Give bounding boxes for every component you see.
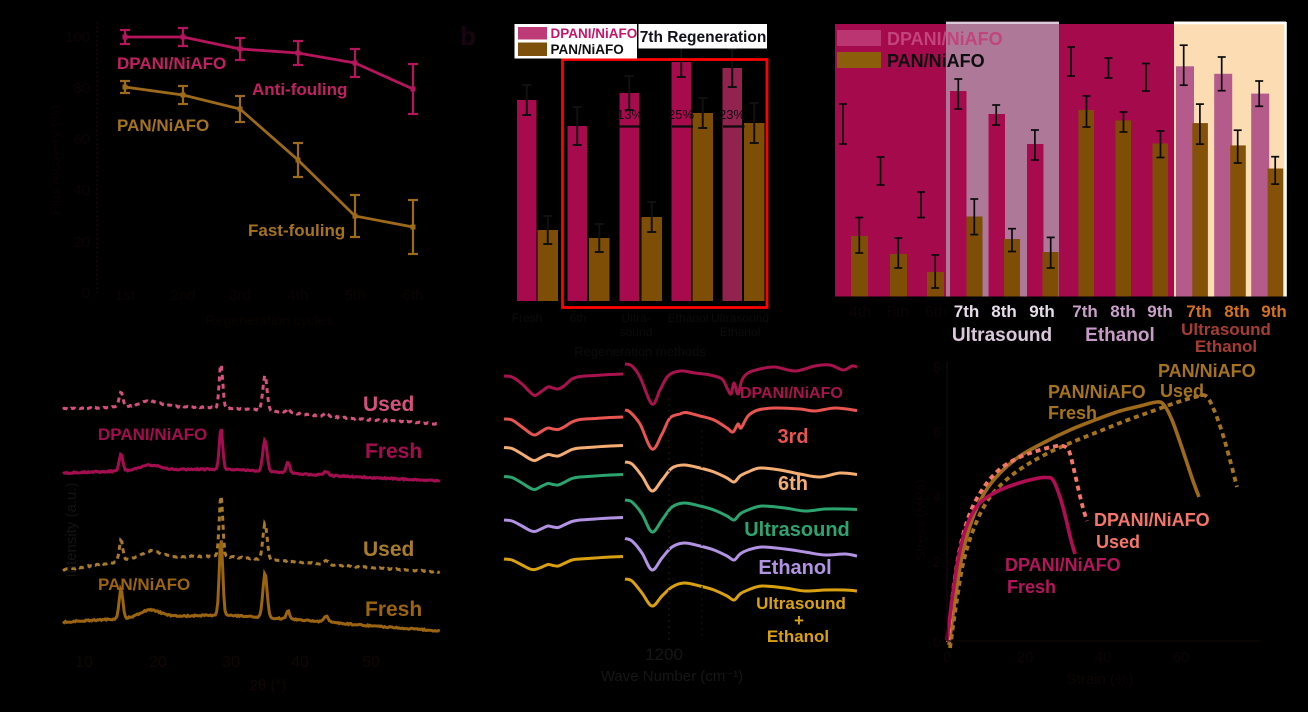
svg-text:50: 50 (362, 654, 380, 671)
svg-text:20: 20 (149, 654, 167, 671)
svg-text:9th: 9th (1029, 302, 1055, 321)
svg-text:Ultrasound: Ultrasound (952, 325, 1052, 346)
svg-text:7th: 7th (1186, 302, 1212, 321)
svg-text:b: b (460, 21, 476, 51)
svg-text:DPANI/NiAFO: DPANI/NiAFO (551, 26, 638, 41)
svg-text:DPANI/NiAFO: DPANI/NiAFO (1005, 555, 1121, 575)
svg-text:Used: Used (1160, 381, 1204, 401)
svg-text:7th: 7th (954, 302, 980, 321)
svg-text:2: 2 (933, 554, 941, 571)
svg-text:sound: sound (620, 325, 653, 339)
svg-text:Used: Used (1096, 532, 1140, 552)
svg-text:Ethanol: Ethanol (720, 325, 761, 339)
svg-text:Ultrasound: Ultrasound (756, 594, 846, 613)
svg-text:PAN/NiAFO: PAN/NiAFO (117, 116, 209, 135)
svg-text:40: 40 (73, 182, 90, 199)
svg-text:Fresh: Fresh (512, 311, 543, 325)
svg-text:3rd: 3rd (777, 426, 808, 448)
svg-text:4th: 4th (849, 304, 871, 321)
svg-text:100: 100 (65, 29, 90, 46)
svg-text:Fast-fouling: Fast-fouling (248, 221, 345, 240)
svg-text:0: 0 (933, 634, 941, 651)
svg-text:Stress (MPa): Stress (MPa) (912, 479, 928, 561)
svg-text:8th: 8th (1224, 302, 1250, 321)
svg-text:0: 0 (82, 285, 90, 302)
svg-text:6th: 6th (403, 287, 424, 304)
svg-text:8th: 8th (991, 302, 1017, 321)
svg-text:Used: Used (363, 538, 414, 561)
svg-text:Fresh: Fresh (1007, 577, 1056, 597)
svg-text:DPANI/NiAFO: DPANI/NiAFO (740, 385, 843, 402)
svg-text:30: 30 (222, 654, 240, 671)
svg-text:PAN/NiAFO: PAN/NiAFO (887, 51, 985, 71)
svg-text:13%: 13% (617, 107, 643, 122)
svg-text:Intensity (a.u.): Intensity (a.u.) (63, 482, 80, 577)
svg-text:6th: 6th (778, 473, 808, 495)
svg-text:PAN/NiAFO: PAN/NiAFO (1158, 361, 1256, 381)
svg-text:Wave Number (cm⁻¹): Wave Number (cm⁻¹) (601, 668, 743, 685)
svg-text:40: 40 (291, 654, 309, 671)
svg-text:7th: 7th (1072, 302, 1098, 321)
svg-text:8: 8 (933, 359, 941, 376)
svg-text:DPANI/NiAFO: DPANI/NiAFO (98, 425, 207, 444)
svg-text:7th Regeneration: 7th Regeneration (640, 29, 767, 46)
svg-text:Fresh: Fresh (365, 598, 422, 621)
svg-text:Ethanol: Ethanol (767, 627, 829, 646)
svg-text:2θ (°): 2θ (°) (250, 677, 287, 694)
svg-text:Regeneration cycles: Regeneration cycles (206, 312, 333, 328)
svg-text:Strain (%): Strain (%) (1067, 671, 1134, 688)
svg-text:10: 10 (75, 654, 93, 671)
svg-text:PAN/NiAFO: PAN/NiAFO (1048, 382, 1146, 402)
svg-text:2nd: 2nd (170, 287, 195, 304)
svg-text:4th: 4th (288, 287, 309, 304)
svg-text:Ethanol: Ethanol (758, 557, 831, 579)
svg-text:20: 20 (73, 234, 90, 251)
svg-text:4: 4 (933, 489, 941, 506)
svg-text:6th: 6th (570, 311, 587, 325)
svg-text:DPANI/NiAFO: DPANI/NiAFO (887, 29, 1003, 49)
svg-text:PAN/NiAFO: PAN/NiAFO (98, 575, 190, 594)
svg-text:Ultra-: Ultra- (621, 311, 650, 325)
svg-text:DPANI/NiAFO: DPANI/NiAFO (1094, 510, 1210, 530)
svg-text:60: 60 (1173, 649, 1190, 666)
svg-text:60: 60 (73, 131, 90, 148)
svg-text:9th: 9th (1261, 302, 1287, 321)
svg-text:Used: Used (363, 393, 414, 416)
svg-text:DPANI/NiAFO: DPANI/NiAFO (117, 54, 226, 73)
svg-text:Anti-fouling: Anti-fouling (252, 80, 347, 99)
svg-text:8th: 8th (1110, 302, 1136, 321)
svg-text:0: 0 (943, 649, 951, 666)
svg-text:+: + (794, 611, 804, 630)
svg-text:6: 6 (933, 424, 941, 441)
svg-text:Ultrasound: Ultrasound (1181, 320, 1271, 339)
svg-text:80: 80 (73, 80, 90, 97)
svg-text:5th: 5th (345, 287, 366, 304)
svg-text:Fresh: Fresh (1048, 403, 1097, 423)
svg-text:3rd: 3rd (229, 287, 251, 304)
svg-text:Ultrasound: Ultrasound (711, 311, 769, 325)
svg-text:Ultrasound: Ultrasound (744, 519, 850, 541)
svg-text:Ethanol: Ethanol (1195, 337, 1257, 356)
svg-text:20: 20 (1017, 649, 1034, 666)
svg-text:5th: 5th (887, 304, 909, 321)
svg-text:25%: 25% (668, 107, 694, 122)
svg-text:23%: 23% (719, 107, 745, 122)
svg-text:Regeneration methods: Regeneration methods (574, 344, 706, 359)
svg-text:Flux recovery (%): Flux recovery (%) (47, 105, 63, 215)
svg-text:40: 40 (1095, 649, 1112, 666)
svg-text:Ethanol: Ethanol (1085, 325, 1155, 346)
svg-text:6th: 6th (925, 304, 947, 321)
svg-text:Fresh: Fresh (365, 440, 422, 463)
svg-text:Ethanol: Ethanol (668, 311, 709, 325)
svg-text:9th: 9th (1147, 302, 1173, 321)
svg-text:1200: 1200 (645, 645, 683, 664)
svg-text:PAN/NiAFO: PAN/NiAFO (551, 42, 624, 57)
svg-text:1st: 1st (115, 287, 136, 304)
